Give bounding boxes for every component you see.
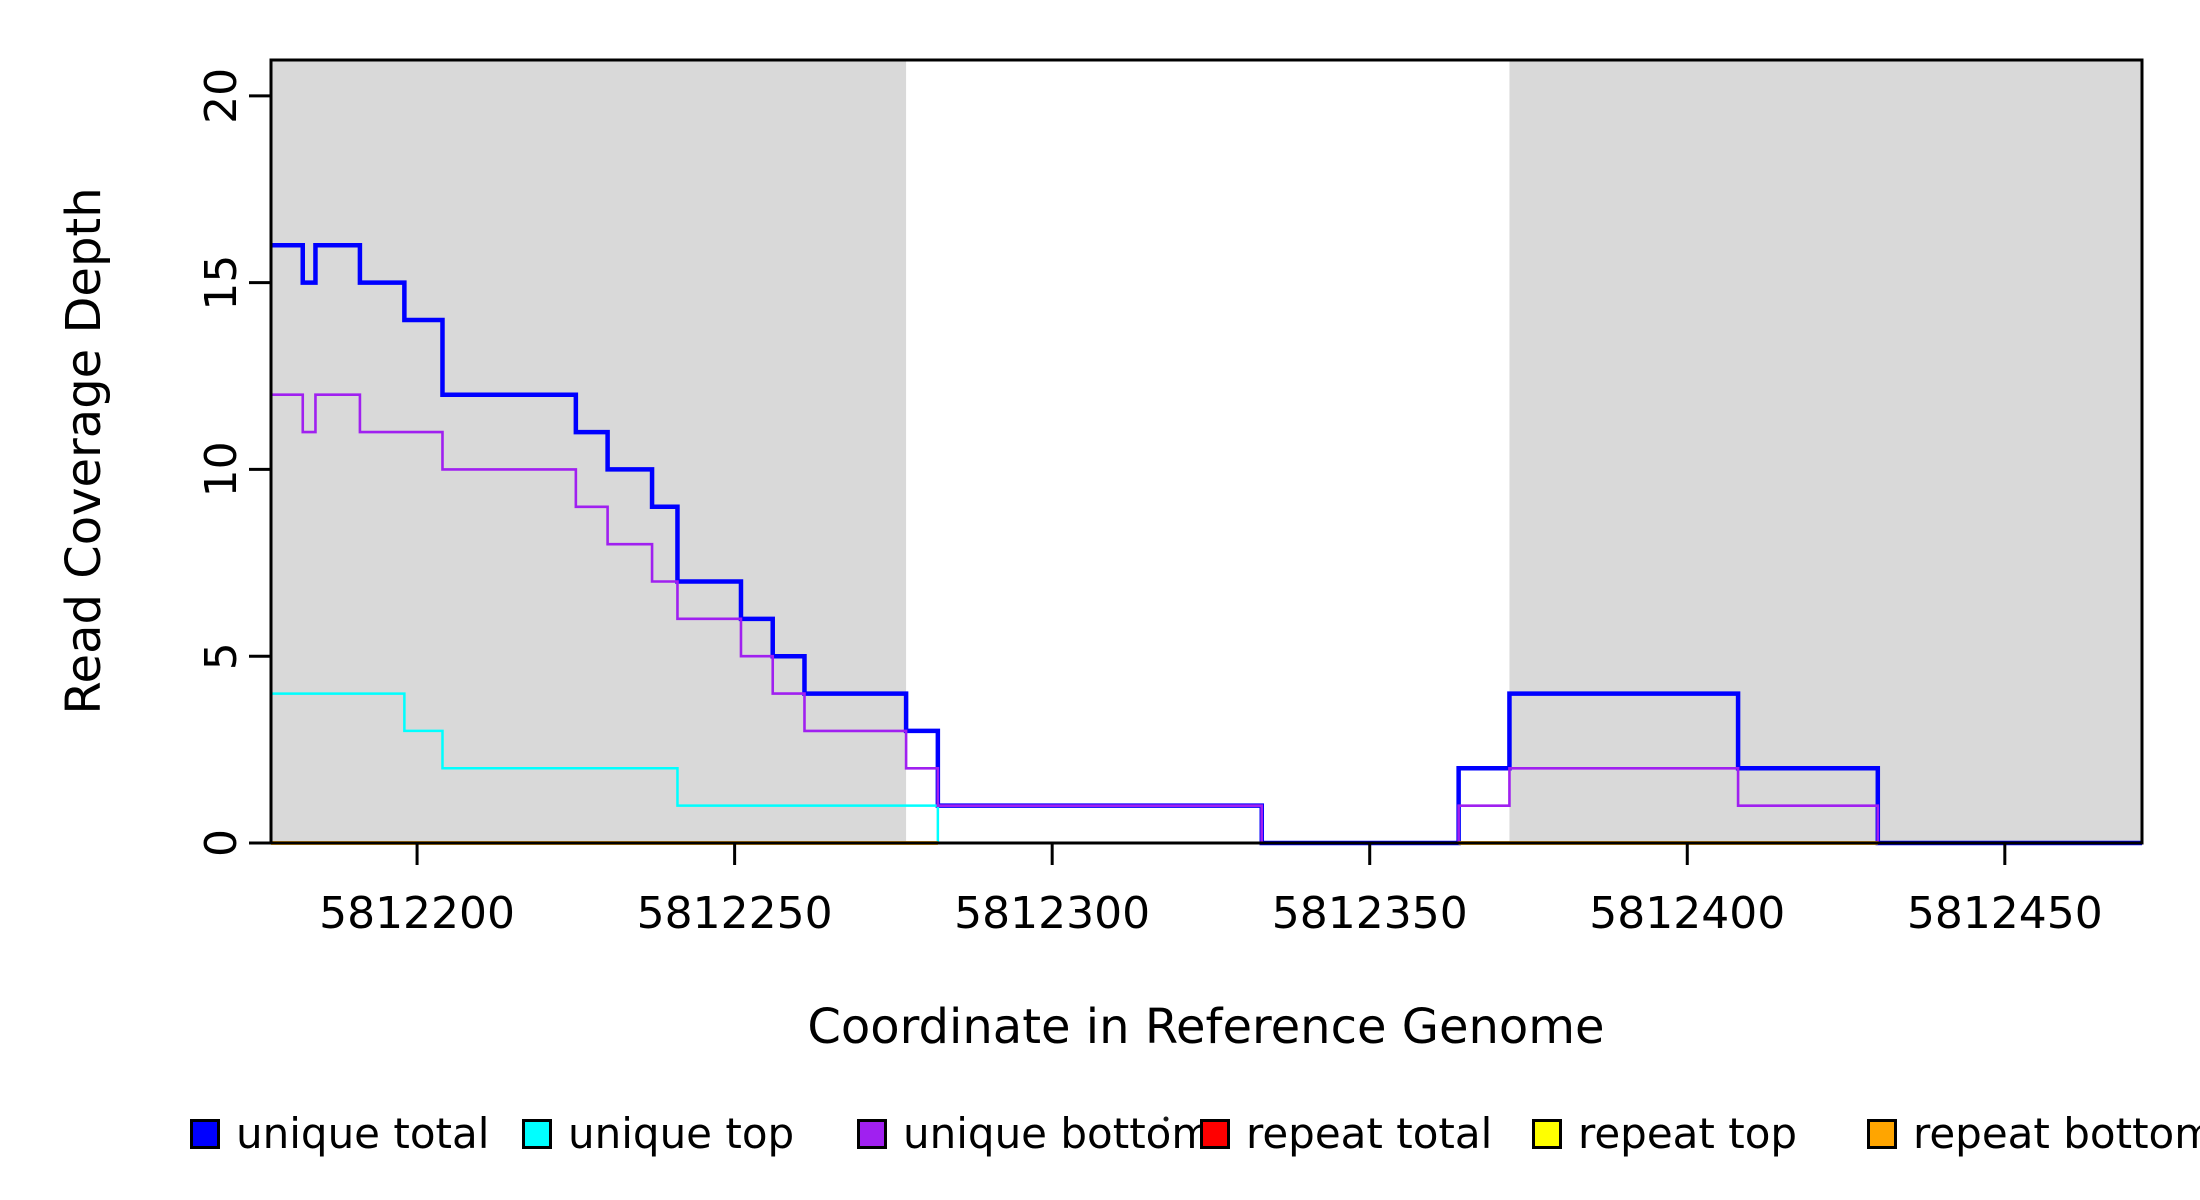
x-axis: 5812200 5812250 5812300 5812350 5812400 58124… <box>319 843 2103 939</box>
y-tick-label: 10 <box>196 441 247 497</box>
y-tick-label: 20 <box>196 68 247 124</box>
y-tick-label: 5 <box>196 642 247 670</box>
series-unique-bottom <box>271 393 2142 845</box>
shaded-repeat-regions <box>271 60 2142 843</box>
stray-dot <box>1163 1116 1169 1122</box>
legend-item-unique-bottom: unique bottom <box>857 1113 1212 1155</box>
legend-item-unique-total: unique total <box>190 1113 489 1155</box>
x-tick-label: 5812300 <box>954 888 1150 939</box>
legend-swatch-repeat-top <box>1532 1119 1562 1149</box>
legend-swatch-repeat-total <box>1200 1119 1230 1149</box>
legend-swatch-unique-top <box>522 1119 552 1149</box>
legend-label: repeat bottom <box>1913 1109 2200 1158</box>
series-unique-total <box>271 243 2142 846</box>
x-tick-label: 5812350 <box>1272 888 1468 939</box>
legend-label: unique bottom <box>903 1109 1213 1158</box>
legend-label: unique top <box>568 1109 795 1158</box>
x-tick-label: 5812400 <box>1589 888 1785 939</box>
y-tick-label: 15 <box>196 255 247 311</box>
plot-border <box>269 58 2144 845</box>
legend-item-repeat-total: repeat total <box>1200 1113 1492 1155</box>
x-tick-label: 5812250 <box>637 888 833 939</box>
repeat-region-right <box>1509 60 2142 843</box>
legend-label: repeat top <box>1578 1109 1798 1158</box>
x-tick-label: 5812200 <box>319 888 515 939</box>
repeat-region-left <box>271 60 907 843</box>
legend-swatch-repeat-bottom <box>1867 1119 1897 1149</box>
legend-item-repeat-top: repeat top <box>1532 1113 1797 1155</box>
legend-label: repeat total <box>1246 1109 1493 1158</box>
series-unique-top <box>271 692 2142 845</box>
legend-label: unique total <box>236 1109 490 1158</box>
legend-swatch-unique-total <box>190 1119 220 1149</box>
x-tick-label: 5812450 <box>1907 888 2103 939</box>
y-tick-label: 0 <box>196 829 247 857</box>
y-axis-title: Read Coverage Depth <box>56 187 112 714</box>
legend-item-repeat-bottom: repeat bottom <box>1867 1113 2200 1155</box>
legend-item-unique-top: unique top <box>522 1113 794 1155</box>
legend-swatch-unique-bottom <box>857 1119 887 1149</box>
y-axis: 0 5 10 15 20 <box>196 68 271 857</box>
legend: unique total unique top unique bottom repea… <box>0 1113 2200 1155</box>
x-axis-title: Coordinate in Reference Genome <box>807 999 1604 1055</box>
